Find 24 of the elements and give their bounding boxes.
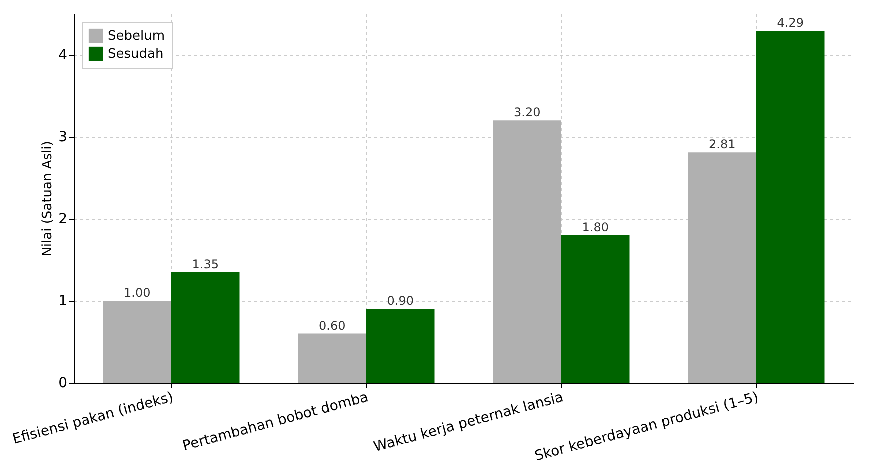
data-label: 1.35 (192, 257, 219, 272)
bar (172, 272, 240, 383)
bar (562, 235, 630, 383)
bar (103, 301, 172, 383)
data-label: 0.90 (387, 294, 414, 308)
data-label: 4.29 (777, 16, 804, 30)
y-axis-title: Nilai (Satuan Asli) (40, 141, 56, 257)
y-tick-label: 4 (58, 48, 68, 64)
data-label: 2.81 (709, 138, 736, 152)
data-label: 1.80 (582, 220, 609, 234)
bar (493, 120, 562, 383)
y-tick-label: 1 (58, 294, 68, 310)
bar (756, 31, 825, 383)
y-tick-label: 2 (58, 212, 68, 228)
data-label: 3.20 (514, 106, 541, 120)
bar (298, 334, 366, 383)
legend-label: Sesudah (108, 47, 164, 62)
bar (366, 309, 435, 383)
y-tick-label: 0 (58, 376, 68, 392)
data-label: 0.60 (319, 318, 346, 333)
data-label: 1.00 (124, 286, 151, 300)
bar (688, 152, 756, 383)
legend-label: Sebelum (108, 29, 166, 44)
y-tick-label: 3 (58, 130, 68, 146)
